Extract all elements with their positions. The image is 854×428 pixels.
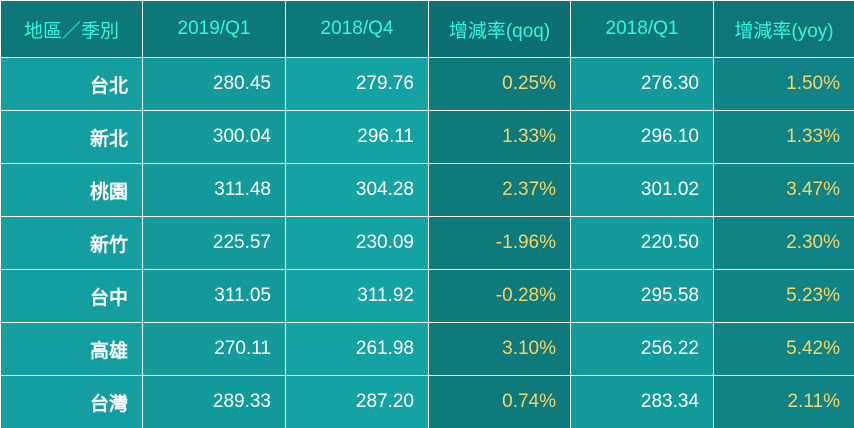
- q4-2018-cell: 304.28: [285, 163, 429, 217]
- qoq-cell: 1.33%: [428, 110, 571, 164]
- region-cell: 台中: [0, 269, 143, 323]
- q1-2019-cell: 270.11: [142, 322, 286, 376]
- q1-2018-cell: 256.22: [570, 322, 714, 376]
- q1-2019-cell: 225.57: [142, 216, 286, 270]
- qoq-cell: -0.28%: [428, 269, 571, 323]
- region-cell: 桃園: [0, 163, 143, 217]
- qoq-cell: 2.37%: [428, 163, 571, 217]
- yoy-cell: 1.33%: [713, 110, 854, 164]
- header-yoy: 增減率(yoy): [713, 0, 854, 58]
- table-row: 台北 280.45 279.76 0.25% 276.30 1.50%: [0, 57, 854, 111]
- q4-2018-cell: 230.09: [285, 216, 429, 270]
- yoy-cell: 1.50%: [713, 57, 854, 111]
- table-row: 台中 311.05 311.92 -0.28% 295.58 5.23%: [0, 269, 854, 323]
- q1-2018-cell: 283.34: [570, 375, 714, 428]
- q1-2018-cell: 276.30: [570, 57, 714, 111]
- q1-2019-cell: 300.04: [142, 110, 286, 164]
- region-cell: 台北: [0, 57, 143, 111]
- q1-2019-cell: 311.05: [142, 269, 286, 323]
- table-row: 新北 300.04 296.11 1.33% 296.10 1.33%: [0, 110, 854, 164]
- q4-2018-cell: 261.98: [285, 322, 429, 376]
- header-region: 地區／季別: [0, 0, 143, 58]
- q4-2018-cell: 287.20: [285, 375, 429, 428]
- yoy-cell: 2.30%: [713, 216, 854, 270]
- q4-2018-cell: 311.92: [285, 269, 429, 323]
- qoq-cell: 0.74%: [428, 375, 571, 428]
- yoy-cell: 5.42%: [713, 322, 854, 376]
- q1-2018-cell: 220.50: [570, 216, 714, 270]
- header-2018-q4: 2018/Q4: [285, 0, 429, 58]
- yoy-cell: 2.11%: [713, 375, 854, 428]
- q4-2018-cell: 296.11: [285, 110, 429, 164]
- q1-2019-cell: 311.48: [142, 163, 286, 217]
- qoq-cell: 3.10%: [428, 322, 571, 376]
- q1-2018-cell: 296.10: [570, 110, 714, 164]
- region-cell: 台灣: [0, 375, 143, 428]
- q1-2018-cell: 301.02: [570, 163, 714, 217]
- q1-2018-cell: 295.58: [570, 269, 714, 323]
- qoq-cell: 0.25%: [428, 57, 571, 111]
- q4-2018-cell: 279.76: [285, 57, 429, 111]
- header-qoq: 增減率(qoq): [428, 0, 571, 58]
- region-cell: 高雄: [0, 322, 143, 376]
- table-row: 高雄 270.11 261.98 3.10% 256.22 5.42%: [0, 322, 854, 376]
- qoq-cell: -1.96%: [428, 216, 571, 270]
- table-row: 桃園 311.48 304.28 2.37% 301.02 3.47%: [0, 163, 854, 217]
- table-row: 新竹 225.57 230.09 -1.96% 220.50 2.30%: [0, 216, 854, 270]
- q1-2019-cell: 289.33: [142, 375, 286, 428]
- header-2019-q1: 2019/Q1: [142, 0, 286, 58]
- yoy-cell: 3.47%: [713, 163, 854, 217]
- region-cell: 新竹: [0, 216, 143, 270]
- header-row: 地區／季別 2019/Q1 2018/Q4 增減率(qoq) 2018/Q1 增…: [0, 0, 854, 58]
- region-cell: 新北: [0, 110, 143, 164]
- q1-2019-cell: 280.45: [142, 57, 286, 111]
- yoy-cell: 5.23%: [713, 269, 854, 323]
- header-2018-q1: 2018/Q1: [570, 0, 714, 58]
- table-row: 台灣 289.33 287.20 0.74% 283.34 2.11%: [0, 375, 854, 428]
